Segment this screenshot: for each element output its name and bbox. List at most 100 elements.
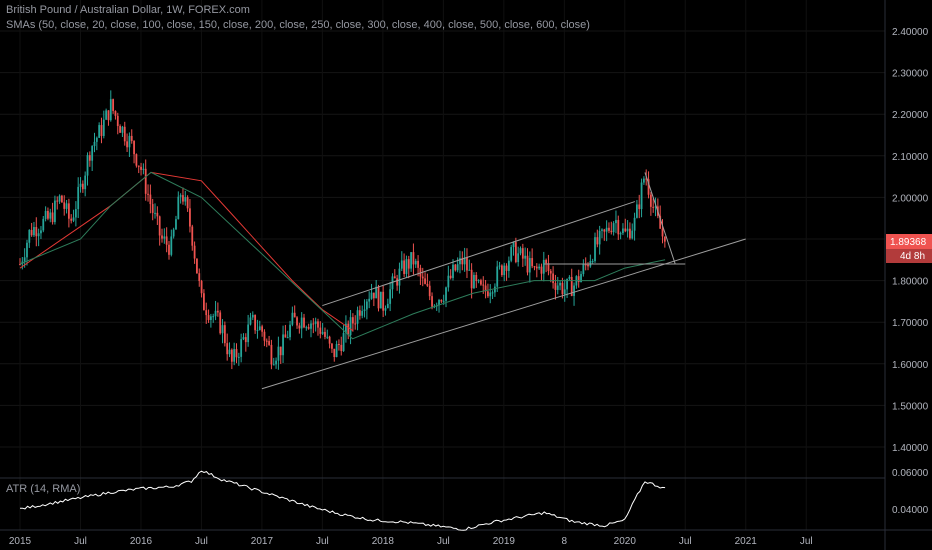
candle: [263, 329, 266, 347]
candle: [554, 274, 557, 300]
candle: [261, 324, 264, 337]
candle: [272, 357, 275, 366]
candle: [265, 338, 268, 348]
price-tick-label: 1.40000: [892, 443, 929, 454]
candle: [49, 208, 52, 223]
candle: [612, 221, 615, 236]
candle: [28, 229, 31, 248]
candle: [356, 306, 359, 331]
candle: [617, 215, 620, 240]
candle: [459, 250, 461, 274]
moving-averages: [19, 171, 666, 340]
candle: [142, 163, 145, 175]
candle: [56, 196, 59, 210]
candle: [84, 171, 87, 197]
candle: [412, 243, 415, 275]
candle: [126, 133, 128, 152]
candle: [591, 258, 594, 264]
candle: [407, 255, 410, 279]
candle: [102, 110, 105, 139]
candle: [491, 290, 494, 300]
candle: [470, 263, 473, 299]
candle: [349, 309, 352, 345]
trendline[interactable]: [322, 201, 636, 307]
atr-tick-label: 0.06000: [892, 468, 929, 479]
candle: [286, 330, 289, 339]
candle: [156, 206, 159, 225]
candle: [603, 228, 606, 241]
candle: [184, 190, 187, 206]
price-badge: 1.89368 4d 8h: [886, 234, 932, 263]
candle: [205, 302, 208, 324]
candle: [461, 251, 464, 271]
trendlines[interactable]: [261, 172, 746, 390]
candle: [636, 199, 638, 219]
time-tick-label: 2017: [251, 536, 274, 547]
time-tick-label: 2021: [735, 536, 758, 547]
candle: [33, 221, 35, 238]
candle: [500, 264, 503, 277]
candle: [377, 284, 380, 312]
candle: [419, 264, 422, 285]
candle: [342, 325, 345, 352]
studies-legend[interactable]: SMAs (50, close, 20, close, 100, close, …: [6, 19, 590, 31]
candle: [300, 312, 303, 339]
candle: [568, 275, 571, 281]
candle: [72, 209, 75, 223]
candle: [219, 310, 222, 335]
candle: [317, 318, 319, 336]
candle: [598, 225, 601, 255]
candle: [293, 305, 296, 318]
candle: [61, 194, 63, 203]
candle: [601, 228, 603, 239]
candle: [410, 252, 412, 272]
candle: [144, 159, 147, 201]
sma-line: [19, 171, 666, 340]
candle: [642, 176, 645, 185]
candle: [335, 340, 338, 358]
trendline[interactable]: [644, 172, 676, 265]
candle: [652, 198, 655, 213]
time-tick-label: Jul: [679, 536, 692, 547]
candle: [303, 313, 305, 329]
candle: [533, 265, 536, 271]
candle: [622, 223, 624, 236]
candle: [556, 276, 559, 295]
time-tick-label: Jul: [316, 536, 329, 547]
candle: [498, 261, 501, 270]
grid: [0, 0, 885, 530]
symbol-title[interactable]: British Pound / Australian Dollar, 1W, F…: [6, 4, 250, 16]
time-axis[interactable]: 2015 Jul 2016 Jul 2017 Jul 2018 Jul 2019 8 2020 Jul…: [9, 536, 813, 547]
candle: [198, 268, 201, 287]
candle: [172, 227, 175, 239]
candle: [466, 248, 468, 279]
candle: [547, 254, 550, 276]
candle: [421, 267, 424, 287]
candle: [179, 193, 182, 204]
time-tick-label: 2020: [614, 536, 637, 547]
candle: [182, 187, 184, 205]
candle: [503, 262, 506, 282]
candle: [428, 281, 431, 301]
candle: [340, 336, 343, 356]
candle: [624, 218, 627, 233]
candle: [216, 302, 219, 317]
candle: [386, 298, 389, 309]
atr-legend[interactable]: ATR (14, RMA): [6, 483, 81, 495]
candle: [149, 184, 152, 214]
candle: [196, 258, 198, 274]
atr-axis[interactable]: 0.04000 0.06000: [892, 468, 929, 516]
candle: [147, 184, 149, 202]
candle: [321, 322, 324, 335]
candle: [361, 305, 364, 319]
candle: [559, 280, 561, 291]
candle: [307, 323, 310, 330]
price-tick-label: 1.50000: [892, 401, 929, 412]
candle: [165, 227, 168, 253]
candle: [345, 315, 347, 343]
candle: [438, 298, 440, 313]
candle: [251, 311, 254, 321]
time-tick-label: 2015: [9, 536, 32, 547]
candle: [517, 246, 520, 267]
candle: [507, 256, 510, 278]
